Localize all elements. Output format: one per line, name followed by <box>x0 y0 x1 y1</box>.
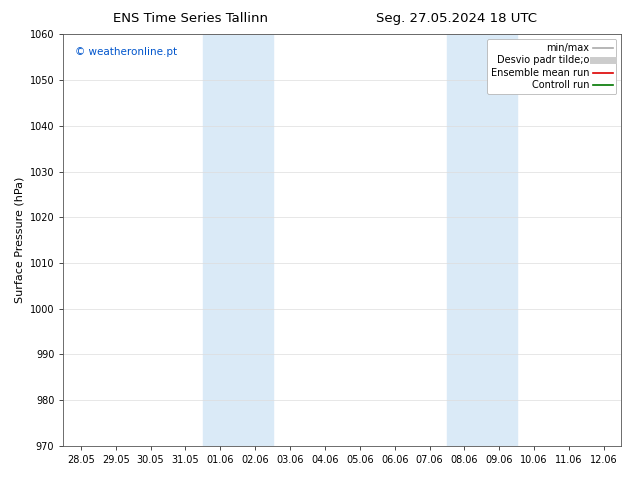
Legend: min/max, Desvio padr tilde;o, Ensemble mean run, Controll run: min/max, Desvio padr tilde;o, Ensemble m… <box>487 39 616 94</box>
Text: Seg. 27.05.2024 18 UTC: Seg. 27.05.2024 18 UTC <box>376 12 537 25</box>
Bar <box>203 34 273 446</box>
Y-axis label: Surface Pressure (hPa): Surface Pressure (hPa) <box>14 177 24 303</box>
Text: © weatheronline.pt: © weatheronline.pt <box>75 47 177 57</box>
Text: ENS Time Series Tallinn: ENS Time Series Tallinn <box>113 12 268 25</box>
Bar <box>447 34 517 446</box>
